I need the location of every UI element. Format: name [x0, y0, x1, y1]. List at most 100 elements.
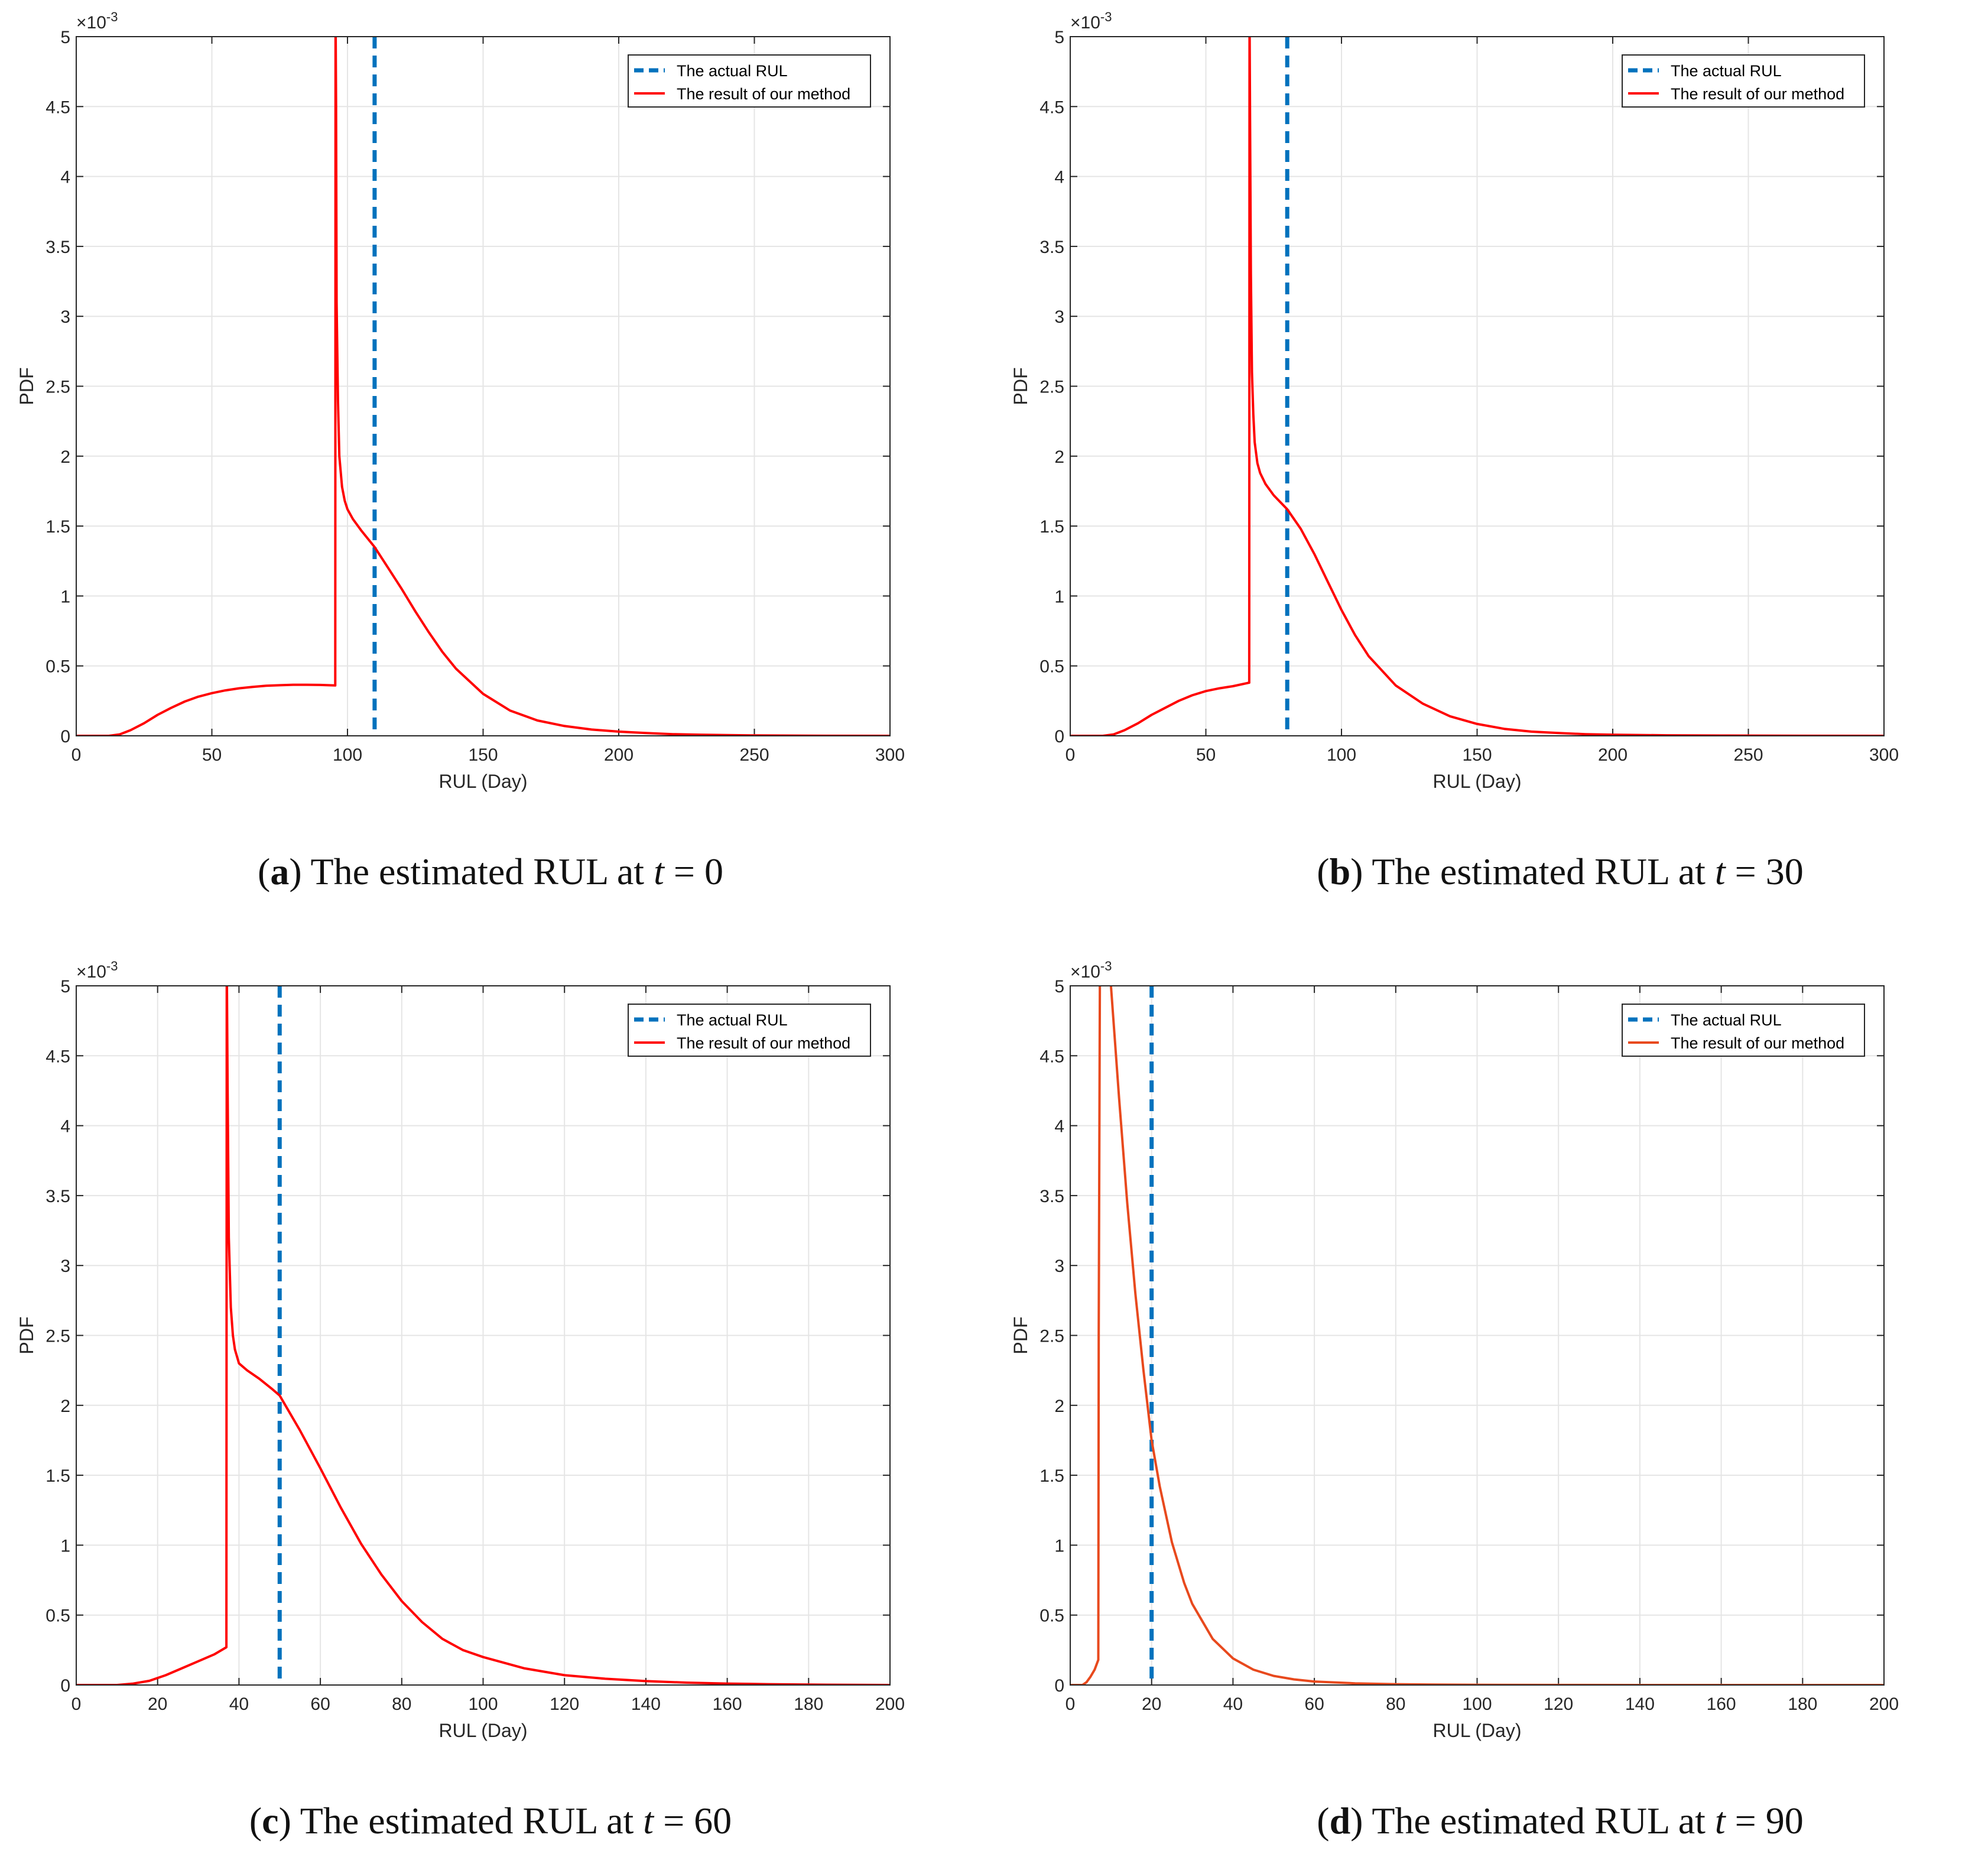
axes-box [76, 36, 891, 736]
panel-b-caption-var: t [1714, 850, 1726, 892]
y-tick-label: 4.5 [46, 1047, 70, 1066]
y-exponent-base: ×10 [76, 13, 106, 33]
panel-c-caption-letter: c [262, 1800, 279, 1842]
panel-d-caption-text: The estimated RUL at [1372, 1800, 1706, 1842]
x-tick-label: 0 [1066, 1694, 1076, 1714]
x-tick-label: 50 [1196, 745, 1216, 765]
legend-actual-label: The actual RUL [677, 1011, 788, 1029]
y-tick-label: 4 [60, 168, 70, 187]
x-tick-label: 150 [468, 745, 498, 765]
panel-b-caption-eq: = [1734, 850, 1756, 892]
x-tick-label: 50 [202, 745, 222, 765]
y-tick-label: 2.5 [46, 378, 70, 397]
x-tick-label: 40 [229, 1694, 249, 1714]
panel-d-caption-eq: = [1734, 1800, 1756, 1842]
x-tick-label: 80 [1386, 1694, 1405, 1714]
y-tick-label: 2.5 [46, 1327, 70, 1346]
y-tick-label: 4 [1054, 168, 1064, 187]
panel-b-caption-text: The estimated RUL at [1372, 850, 1706, 892]
x-axis-label: RUL (Day) [439, 1720, 528, 1741]
x-tick-label: 60 [1304, 1694, 1324, 1714]
y-tick-label: 2.5 [1040, 378, 1064, 397]
x-tick-label: 100 [1327, 745, 1356, 765]
y-exponent-power: -3 [1100, 959, 1112, 973]
y-exponent-power: -3 [106, 959, 118, 973]
x-tick-label: 0 [72, 1694, 82, 1714]
y-axis-label: PDF [16, 368, 37, 405]
x-tick-label: 160 [713, 1694, 742, 1714]
y-tick-label: 2.5 [1040, 1327, 1064, 1346]
panel-c-caption-eq: = [663, 1800, 685, 1842]
y-tick-label: 1.5 [1040, 1466, 1064, 1486]
y-tick-label: 5 [1054, 977, 1064, 996]
panel-a-caption-var: t [654, 850, 664, 892]
panel-c-caption-text: The estimated RUL at [300, 1800, 634, 1842]
y-tick-label: 0.5 [1040, 657, 1064, 677]
legend-box [628, 54, 871, 108]
estimate-curve [76, 986, 890, 1685]
y-tick-label: 0 [60, 727, 70, 746]
panel-d-chart: 0 20 40 60 80 100 120 140 160 180 200 0 0.5 1 1.5 2 2.5 3… [1010, 959, 1899, 1741]
x-tick-label: 120 [1544, 1694, 1573, 1714]
legend-actual-label: The actual RUL [677, 62, 788, 80]
y-tick-label: 3 [60, 307, 70, 327]
x-axis-label: RUL (Day) [1433, 771, 1522, 792]
y-tick-label: 5 [60, 28, 70, 47]
y-tick-label: 4 [1054, 1117, 1064, 1137]
x-tick-label: 200 [604, 745, 634, 765]
panel-a-caption-letter: a [270, 850, 290, 892]
panel-d-caption-letter: d [1329, 1800, 1351, 1842]
y-tick-label: 1 [1054, 587, 1064, 606]
y-tick-label: 3 [1054, 1257, 1064, 1276]
y-tick-label: 3.5 [46, 1187, 70, 1206]
y-tick-label: 1 [60, 1536, 70, 1556]
x-tick-label: 200 [1869, 1694, 1899, 1714]
y-tick-label: 2 [1054, 1397, 1064, 1416]
x-tick-label: 80 [392, 1694, 411, 1714]
legend-actual-label: The actual RUL [1671, 62, 1782, 80]
y-tick-label: 0.5 [1040, 1606, 1064, 1626]
y-tick-label: 4 [60, 1117, 70, 1137]
y-exponent-power: -3 [106, 9, 118, 24]
panel-a-caption-value: 0 [704, 850, 723, 892]
panel-c-caption: (c) The estimated RUL at t = 60 [249, 1800, 732, 1842]
x-tick-label: 20 [148, 1694, 167, 1714]
legend-box [628, 1004, 871, 1057]
x-tick-label: 140 [1625, 1694, 1655, 1714]
panel-c-caption-var: t [643, 1800, 654, 1842]
y-tick-label: 0 [1054, 1676, 1064, 1696]
y-tick-label: 5 [60, 977, 70, 996]
y-exponent-label: ×10-3 [76, 9, 118, 33]
x-tick-label: 160 [1707, 1694, 1736, 1714]
x-tick-label: 60 [310, 1694, 330, 1714]
y-tick-label: 3.5 [1040, 1187, 1064, 1206]
panel-d-caption-value: 90 [1765, 1800, 1804, 1842]
panel-a-chart: 0 50 100 150 200 250 300 0 0.5 1 1.5 2 2.5 3 3.5 4 4.5 5 ×… [16, 9, 905, 792]
y-exponent-base: ×10 [1070, 962, 1100, 982]
y-tick-label: 3 [1054, 307, 1064, 327]
legend-actual-label: The actual RUL [1671, 1011, 1782, 1029]
x-tick-label: 200 [875, 1694, 905, 1714]
x-tick-label: 300 [875, 745, 905, 765]
y-tick-label: 4.5 [1040, 1047, 1064, 1066]
y-tick-label: 0 [60, 1676, 70, 1696]
x-tick-label: 250 [1733, 745, 1763, 765]
legend-box [1622, 1004, 1865, 1057]
legend-estimate-label: The result of our method [1671, 1034, 1844, 1052]
x-tick-label: 180 [1788, 1694, 1817, 1714]
panel-c-caption-value: 60 [694, 1800, 732, 1842]
y-tick-label: 1.5 [46, 517, 70, 537]
x-tick-label: 250 [739, 745, 769, 765]
panel-c-chart: 0 20 40 60 80 100 120 140 160 180 200 0 0.5 1 1.5 2 2.5 3… [16, 959, 905, 1741]
panel-b-caption-letter: b [1329, 850, 1351, 892]
y-tick-label: 2 [60, 447, 70, 467]
panel-b-caption: (b) The estimated RUL at t = 30 [1317, 850, 1804, 892]
legend-estimate-label: The result of our method [677, 1034, 850, 1052]
y-tick-label: 3.5 [46, 238, 70, 257]
panel-b-caption-value: 30 [1765, 850, 1804, 892]
y-tick-label: 2 [1054, 447, 1064, 467]
y-tick-label: 3.5 [1040, 238, 1064, 257]
y-tick-label: 5 [1054, 28, 1064, 47]
y-tick-label: 0.5 [46, 657, 70, 677]
x-tick-label: 150 [1462, 745, 1492, 765]
